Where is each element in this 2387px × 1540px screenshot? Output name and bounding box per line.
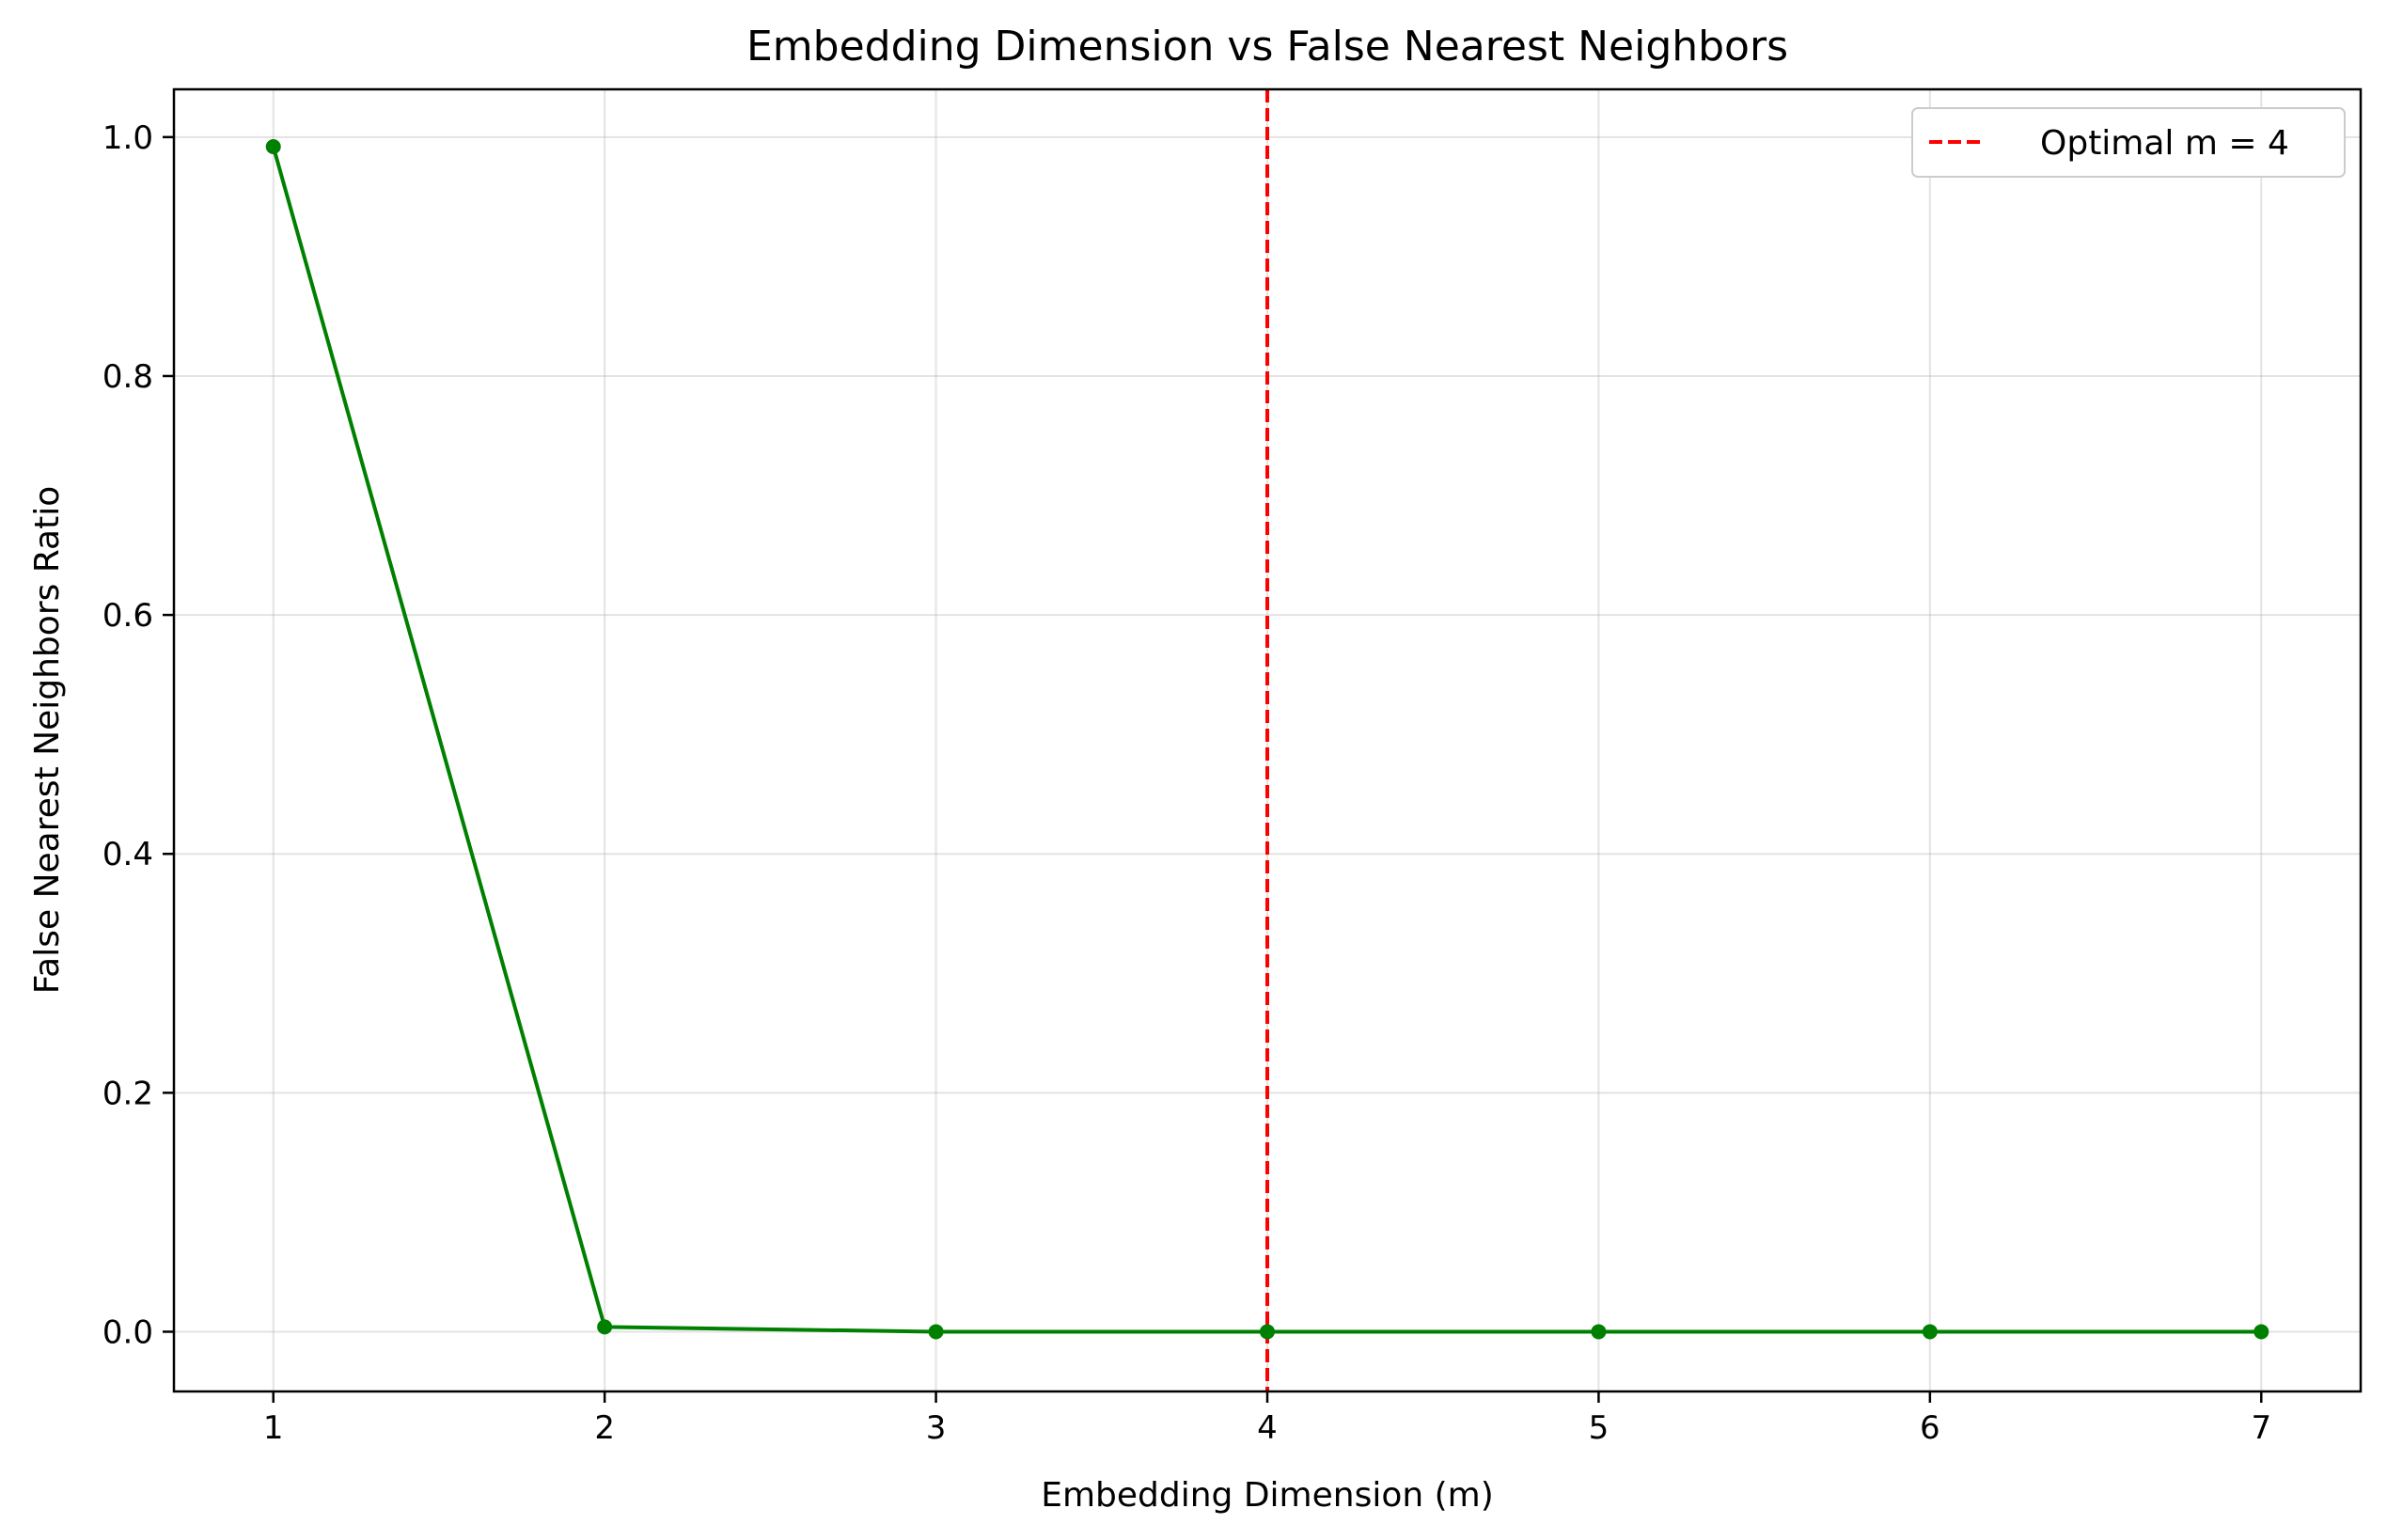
y-axis-label: False Nearest Neighbors Ratio [28, 486, 67, 994]
y-tick-label: 1.0 [102, 119, 153, 157]
y-axis-ticks: 0.0 0.2 0.4 0.6 0.8 1.0 [102, 119, 174, 1351]
data-point [1591, 1324, 1607, 1340]
data-point [265, 138, 281, 154]
chart-title: Embedding Dimension vs False Nearest Nei… [746, 23, 1788, 71]
y-tick-label: 0.4 [102, 836, 153, 873]
x-axis-label: Embedding Dimension (m) [1041, 1476, 1494, 1515]
x-tick-label: 5 [1589, 1409, 1610, 1447]
y-tick-label: 0.0 [102, 1313, 153, 1351]
legend-box [1911, 107, 2346, 178]
y-tick-label: 0.2 [102, 1075, 153, 1112]
x-tick-label: 7 [2251, 1409, 2271, 1447]
x-tick-label: 4 [1257, 1409, 1278, 1447]
x-axis-ticks: 1 2 3 4 5 6 7 [263, 1391, 2271, 1447]
x-tick-label: 6 [1920, 1409, 1940, 1447]
y-tick-label: 0.8 [102, 358, 153, 396]
y-tick-label: 0.6 [102, 597, 153, 635]
legend: Optimal m = 4 [1911, 107, 2346, 178]
legend-entry-label: Optimal m = 4 [2040, 124, 2289, 163]
data-point [1922, 1324, 1938, 1340]
data-point [597, 1319, 613, 1335]
series-layer [265, 138, 2269, 1340]
x-tick-label: 3 [926, 1409, 947, 1447]
data-point [2254, 1324, 2269, 1340]
data-point [928, 1324, 944, 1340]
x-tick-label: 2 [594, 1409, 615, 1447]
x-tick-label: 1 [263, 1409, 284, 1447]
data-point [1260, 1324, 1275, 1340]
